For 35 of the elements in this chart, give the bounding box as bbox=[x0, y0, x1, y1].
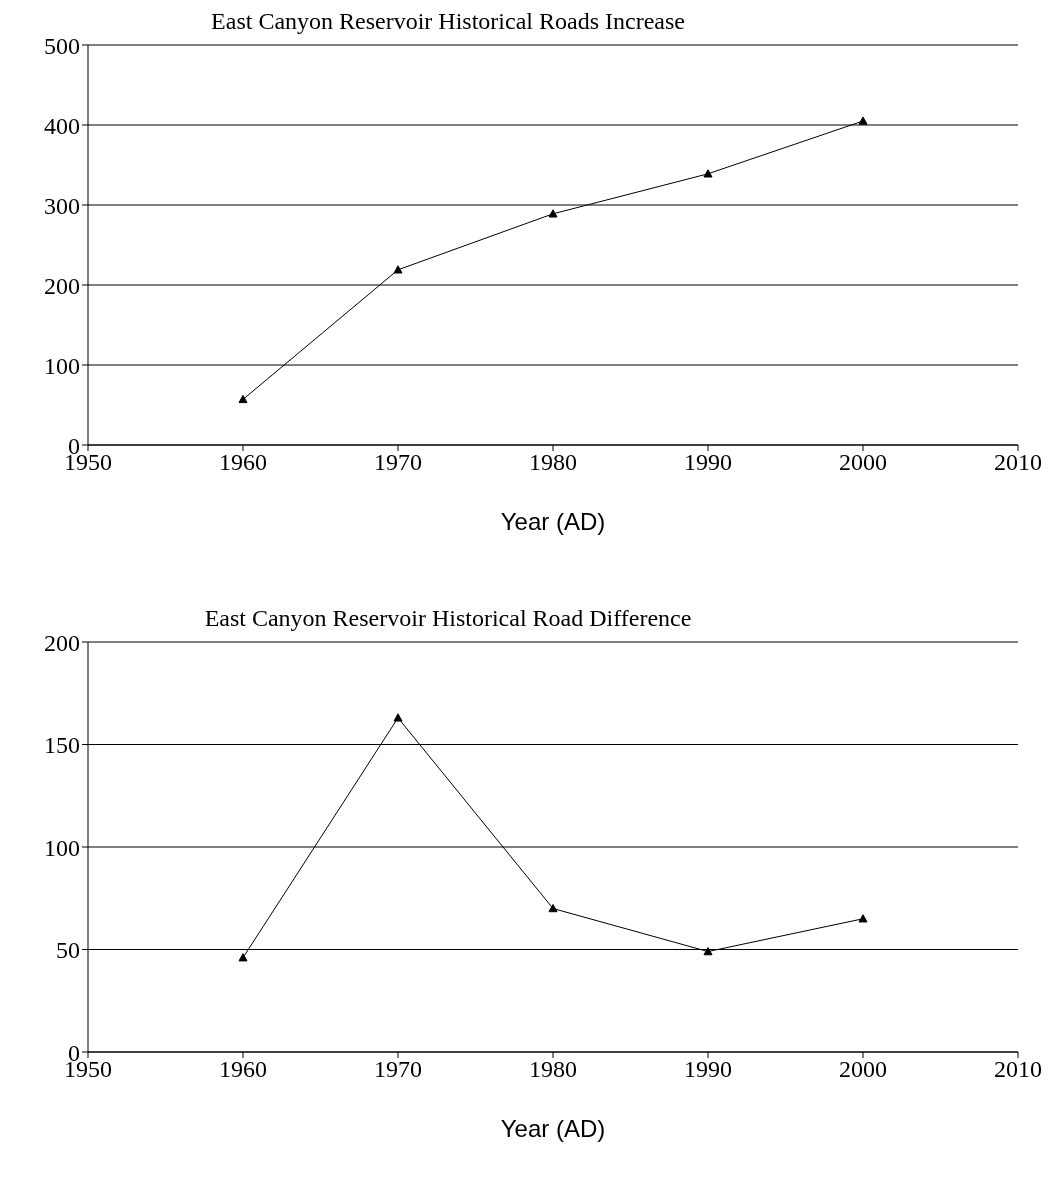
y-tick-label: 100 bbox=[44, 352, 80, 379]
y-tick-label: 300 bbox=[44, 192, 80, 219]
chart-title: East Canyon Reservoir Historical Roads Increase bbox=[211, 8, 685, 34]
x-tick-label: 1960 bbox=[219, 1056, 267, 1083]
point bbox=[238, 394, 248, 404]
x-tick-label: 1980 bbox=[529, 1056, 577, 1083]
x-axis-title: Year (AD) bbox=[500, 508, 606, 535]
point bbox=[548, 209, 558, 218]
y-tick-label: 50 bbox=[56, 937, 80, 964]
x-tick-label: 1970 bbox=[374, 449, 422, 476]
point bbox=[703, 947, 713, 956]
x-tick-label: 2010 bbox=[994, 1056, 1042, 1083]
y-tick-label: 200 bbox=[44, 629, 80, 656]
x-tick-label: 2000 bbox=[839, 1056, 887, 1083]
x-tick-label: 1990 bbox=[684, 1056, 732, 1083]
x-tick-label: 1960 bbox=[219, 449, 267, 476]
point bbox=[858, 116, 868, 125]
x-tick-label: 1980 bbox=[529, 449, 577, 476]
y-tick-label: 400 bbox=[44, 112, 80, 139]
x-tick-label: 1970 bbox=[374, 1056, 422, 1083]
point bbox=[238, 953, 248, 962]
point bbox=[703, 169, 713, 178]
y-tick-label: 100 bbox=[44, 834, 80, 861]
point bbox=[393, 265, 403, 274]
y-tick-label: 150 bbox=[44, 732, 80, 759]
chart-title: East Canyon Reservoir Historical Road Difference bbox=[204, 605, 692, 631]
x-tick-label: 2000 bbox=[839, 449, 887, 476]
x-tick-label: 1990 bbox=[684, 449, 732, 476]
point bbox=[548, 904, 558, 913]
point bbox=[393, 713, 403, 722]
x-axis-title: Year (AD) bbox=[500, 1115, 606, 1142]
point bbox=[858, 914, 868, 923]
y-tick-label: 200 bbox=[44, 272, 80, 299]
x-tick-label: 2010 bbox=[994, 449, 1042, 476]
y-tick-label: 500 bbox=[44, 32, 80, 59]
